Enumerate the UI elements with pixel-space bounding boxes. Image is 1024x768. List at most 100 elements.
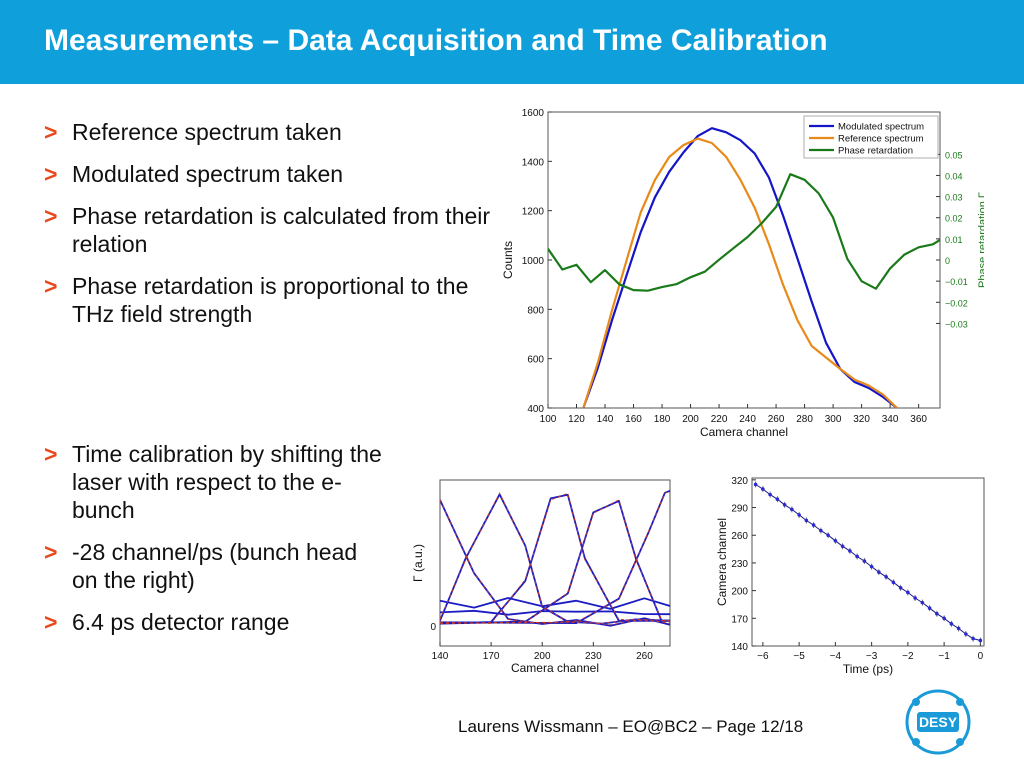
y-tick-label: 230	[731, 559, 748, 570]
x-tick-label: −4	[830, 651, 842, 662]
x-tick-label: 240	[739, 414, 756, 425]
data-point	[790, 507, 794, 512]
data-point	[782, 502, 787, 507]
y-tick-label: 170	[731, 614, 748, 625]
x-axis-label: Camera channel	[700, 425, 788, 439]
x-axis-label: Camera channel	[511, 661, 599, 675]
y-tick-label: 1600	[522, 108, 545, 119]
y-axis-label: Counts	[501, 241, 515, 279]
plot-frame	[439, 479, 671, 647]
fit-line	[440, 499, 670, 624]
bullet-text: -28 channel/ps (bunch head on the right)	[72, 539, 358, 593]
bullet-text: 6.4 ps detector range	[72, 609, 290, 635]
bullet-marker: >	[44, 539, 58, 565]
fit-line	[440, 492, 670, 624]
y-tick-label: 800	[527, 305, 544, 316]
logo-node	[956, 698, 964, 706]
data-point	[862, 559, 867, 563]
x-tick-label: 160	[625, 414, 642, 425]
data-point	[978, 638, 983, 643]
y2-tick-label: 0.04	[945, 171, 963, 181]
bullet-list-bottom: > Time calibration by shifting the laser …	[44, 440, 384, 650]
bullet-list-top: > Reference spectrum taken > Modulated spe…	[44, 118, 504, 342]
x-tick-label: 230	[585, 651, 602, 662]
data-point	[848, 549, 852, 553]
logo-node	[912, 738, 920, 746]
data-point	[840, 544, 845, 549]
y-tick-label: 0	[430, 622, 436, 633]
bullet-text: Modulated spectrum taken	[72, 161, 344, 187]
x-tick-label: 200	[534, 651, 551, 662]
y-tick-label: 400	[527, 404, 544, 415]
data-point	[869, 564, 874, 569]
y-tick-label: 290	[731, 504, 748, 515]
data-point	[877, 570, 881, 574]
fit-line	[440, 490, 670, 624]
plot-area	[440, 489, 670, 627]
y2-tick-label: −0.03	[945, 319, 968, 329]
scan-chart: 140 170 200 230 260 0 Camera channel Γ (a.u.)	[411, 479, 671, 675]
x-tick-label: 360	[910, 414, 927, 425]
x-tick-label: −6	[757, 651, 769, 662]
desy-logo: DESY	[905, 689, 971, 755]
data-point	[906, 590, 910, 595]
y-tick-label: 1400	[522, 157, 545, 168]
y-tick-label: 200	[731, 587, 748, 598]
x-tick-label: 340	[882, 414, 899, 425]
data-point	[949, 622, 954, 626]
logo-node	[956, 738, 964, 746]
x-tick-label: 140	[432, 651, 449, 662]
trace-line	[440, 609, 670, 616]
plot-area	[548, 127, 940, 408]
bullet-marker: >	[44, 609, 58, 635]
plot-frame	[751, 477, 985, 647]
x-tick-label: 180	[654, 414, 671, 425]
y-axis-label: Camera channel	[715, 518, 729, 606]
y2-tick-label: 0.02	[945, 214, 963, 224]
series-line	[548, 173, 940, 292]
x-tick-label: −5	[793, 651, 805, 662]
y-tick-label: 260	[731, 531, 748, 542]
title-bar: Measurements – Data Acquisition and Time…	[0, 0, 1024, 84]
data-point	[956, 626, 961, 631]
data-point	[891, 580, 896, 585]
data-point	[826, 533, 830, 538]
logo-node	[912, 698, 920, 706]
bullet-marker: >	[44, 203, 58, 229]
x-tick-label: 280	[796, 414, 813, 425]
logo-ring	[905, 689, 971, 755]
bullet-item: >6.4 ps detector range	[44, 608, 384, 636]
data-point	[833, 538, 838, 543]
x-tick-label: −3	[866, 651, 878, 662]
x-tick-label: 100	[540, 414, 557, 425]
legend-label: Reference spectrum	[838, 134, 924, 145]
bullet-item: > Modulated spectrum taken	[44, 160, 504, 188]
x-tick-label: 260	[636, 651, 653, 662]
series-line	[582, 137, 898, 408]
y-tick-label: 140	[731, 642, 748, 653]
x-tick-label: 0	[978, 651, 984, 662]
fit-line	[440, 499, 670, 626]
y-axis-label: Γ (a.u.)	[411, 544, 425, 582]
y-tick-label: 1200	[522, 207, 545, 218]
data-point	[942, 616, 946, 621]
data-point	[927, 606, 932, 610]
x-tick-label: 140	[597, 414, 614, 425]
y-tick-label: 600	[527, 355, 544, 366]
bullet-text: Phase retardation is proportional to the…	[72, 273, 469, 327]
data-point	[775, 497, 780, 502]
x-tick-label: 320	[853, 414, 870, 425]
bullet-text: Time calibration by shifting the laser w…	[72, 441, 382, 523]
x-tick-label: 220	[711, 414, 728, 425]
y-tick-label: 320	[731, 476, 748, 487]
data-point	[935, 611, 939, 616]
bullet-item: > Phase retardation is calculated from th…	[44, 202, 504, 258]
data-point	[819, 528, 823, 533]
spectrum-chart: 100 120 140 160 180 200 220 240 260 280 300 320 340 3…	[501, 108, 984, 439]
calibration-chart: −6 −5 −4 −3 −2 −1 0 140 170 200 230 260 290 320 Time (…	[715, 476, 985, 676]
y2-tick-label: 0.01	[945, 235, 963, 245]
data-point	[768, 492, 772, 497]
y2-axis-label: Phase retardation Γ	[977, 192, 984, 288]
data-point	[971, 636, 975, 641]
data-point	[761, 487, 765, 491]
